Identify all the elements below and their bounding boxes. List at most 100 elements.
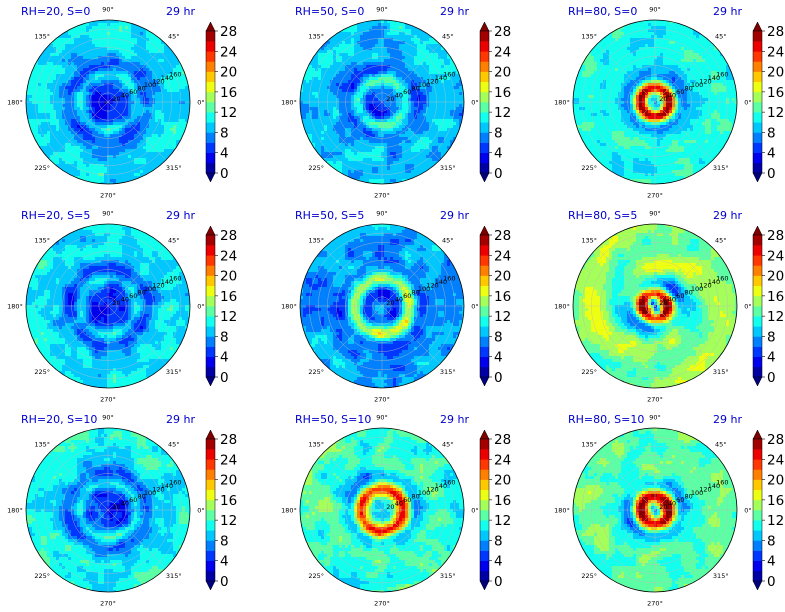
radial-tick-label: 80 bbox=[685, 288, 693, 296]
radial-tick-label: 100 bbox=[418, 489, 430, 497]
colorbar-band bbox=[480, 112, 489, 123]
colorbar-band bbox=[206, 61, 215, 72]
angle-tick-label: 180° bbox=[554, 506, 570, 514]
polar-grid bbox=[26, 20, 190, 184]
polar-grid bbox=[573, 428, 737, 592]
colorbar-band bbox=[753, 326, 762, 337]
angle-tick-label: 0° bbox=[197, 506, 204, 514]
colorbar-extend-max bbox=[479, 429, 490, 440]
colorbar-band bbox=[480, 295, 489, 307]
angle-tick-label: 0° bbox=[744, 302, 751, 310]
colorbar-tick-label: 24 bbox=[494, 248, 511, 264]
colorbar-extend-max bbox=[205, 429, 216, 440]
colorbar-band bbox=[480, 275, 489, 287]
colorbar-band bbox=[480, 306, 489, 317]
angle-tick-label: 225° bbox=[34, 164, 50, 172]
colorbar-band bbox=[206, 81, 215, 93]
angle-tick-label: 90° bbox=[376, 413, 388, 421]
polar-frame bbox=[299, 19, 465, 185]
panel-title: RH=80, S=0 bbox=[568, 5, 637, 18]
colorbar-tick-label: 8 bbox=[767, 533, 776, 549]
polar-panel: 0°45°90°135°180°225°270°315°20 40 60 801001… bbox=[281, 5, 511, 199]
colorbar-extend-min bbox=[752, 172, 763, 183]
polar-frame bbox=[25, 223, 191, 389]
colorbar-extend-max bbox=[479, 21, 490, 32]
colorbar-band bbox=[753, 499, 762, 511]
colorbar-band bbox=[480, 326, 489, 337]
angle-tick-label: 315° bbox=[166, 572, 182, 580]
colorbar-band bbox=[206, 439, 215, 450]
colorbar-tick-label: 16 bbox=[494, 289, 511, 305]
colorbar-band bbox=[206, 255, 215, 266]
angle-tick-label: 90° bbox=[102, 5, 114, 13]
colorbar-extend-min bbox=[479, 172, 490, 183]
colorbar-band bbox=[206, 336, 215, 347]
radial-tick-label: 100 bbox=[144, 285, 156, 293]
colorbar-band bbox=[480, 245, 489, 256]
colorbar-band bbox=[480, 449, 489, 460]
radial-tick-label: 80 bbox=[138, 492, 146, 500]
angle-tick-label: 270° bbox=[100, 191, 116, 199]
colorbar: 0 4 8 12 16 20 24 28 bbox=[479, 225, 511, 387]
colorbar-tick-label: 20 bbox=[494, 65, 511, 81]
colorbar-extend-min bbox=[205, 376, 216, 387]
colorbar-band bbox=[753, 479, 762, 491]
angle-tick-label: 90° bbox=[649, 209, 661, 217]
colorbar-band bbox=[753, 41, 762, 52]
colorbar-band bbox=[480, 520, 489, 531]
colorbar-tick-label: 16 bbox=[494, 85, 511, 101]
radial-tick-label: 160 bbox=[169, 70, 181, 78]
angle-tick-label: 270° bbox=[647, 395, 663, 403]
radial-tick-label: 100 bbox=[691, 489, 703, 497]
colorbar-band bbox=[480, 285, 489, 297]
colorbar-band bbox=[206, 112, 215, 123]
colorbar-extend-max bbox=[205, 225, 216, 236]
colorbar-tick-label: 24 bbox=[767, 452, 784, 468]
angle-tick-label: 315° bbox=[713, 368, 729, 376]
colorbar-tick-label: 0 bbox=[767, 370, 776, 386]
colorbar-band bbox=[480, 316, 489, 327]
colorbar-band bbox=[480, 530, 489, 541]
polar-grid bbox=[300, 20, 464, 184]
radial-tick-label: 40 bbox=[121, 295, 129, 303]
polar-panel: 0°45°90°135°180°225°270°315°20 40 60 801001… bbox=[554, 413, 784, 607]
colorbar-tick-label: 16 bbox=[767, 289, 784, 305]
colorbar-tick-label: 8 bbox=[220, 329, 229, 345]
colorbar-tick-label: 20 bbox=[220, 65, 237, 81]
colorbar-tick-label: 28 bbox=[494, 228, 511, 244]
colorbar-band bbox=[206, 41, 215, 52]
angle-tick-label: 180° bbox=[7, 302, 23, 310]
radial-tick-label: 60 bbox=[129, 88, 137, 96]
angle-tick-label: 180° bbox=[281, 302, 297, 310]
colorbar-extend-max bbox=[479, 225, 490, 236]
colorbar-band bbox=[753, 275, 762, 287]
colorbar-band bbox=[480, 235, 489, 246]
colorbar-band bbox=[753, 366, 762, 378]
colorbar-band bbox=[753, 102, 762, 113]
colorbar-band bbox=[206, 275, 215, 287]
radial-tick-label: 20 bbox=[112, 95, 120, 103]
radial-tick-label: 100 bbox=[144, 81, 156, 89]
radial-tick-label: 60 bbox=[676, 88, 684, 96]
angle-tick-label: 270° bbox=[647, 191, 663, 199]
colorbar-extend-max bbox=[752, 21, 763, 32]
colorbar-band bbox=[480, 71, 489, 83]
panel-title: RH=50, S=10 bbox=[295, 413, 371, 426]
colorbar-band bbox=[206, 31, 215, 42]
colorbar-band bbox=[206, 459, 215, 470]
angle-tick-label: 180° bbox=[281, 98, 297, 106]
polar-panel: 0°45°90°135°180°225°270°315°20 40 60 801001… bbox=[7, 413, 237, 607]
angle-tick-label: 45° bbox=[168, 441, 180, 449]
colorbar-extend-min bbox=[479, 376, 490, 387]
angle-tick-label: 45° bbox=[442, 237, 454, 245]
radial-tick-label: 40 bbox=[121, 91, 129, 99]
polar-panel: 0°45°90°135°180°225°270°315°20 40 60 801001… bbox=[7, 5, 237, 199]
angle-tick-label: 135° bbox=[34, 441, 50, 449]
colorbar-band bbox=[206, 346, 215, 358]
angle-tick-label: 315° bbox=[166, 368, 182, 376]
colorbar-band bbox=[206, 132, 215, 143]
colorbar-band bbox=[206, 265, 215, 276]
angle-tick-label: 135° bbox=[34, 237, 50, 245]
angle-tick-label: 270° bbox=[100, 599, 116, 607]
